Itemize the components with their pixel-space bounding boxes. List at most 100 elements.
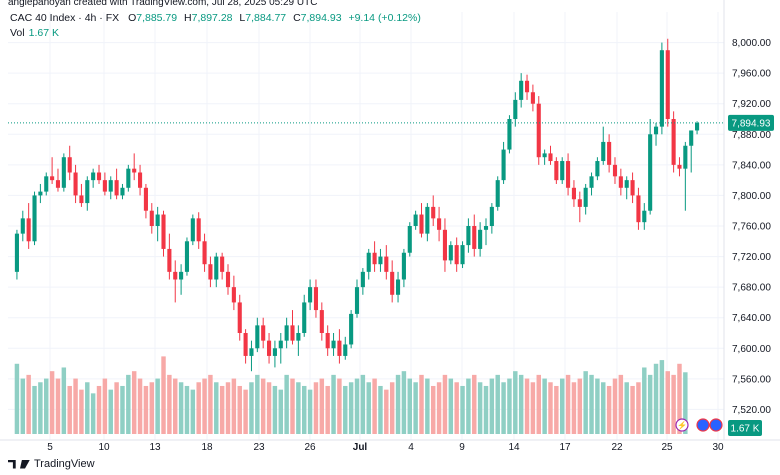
candle-body: [689, 130, 694, 146]
volume-bar: [67, 385, 72, 434]
x-tick-label: 23: [253, 442, 265, 453]
candle-body: [366, 252, 371, 272]
volume-bar: [44, 378, 49, 434]
volume-bar: [290, 378, 295, 434]
created-by-text: anglepanoyan created with TradingView.co…: [8, 0, 318, 8]
candle-body: [372, 252, 377, 265]
candle-body: [173, 271, 178, 280]
y-tick-label: 7,880.00: [732, 130, 771, 141]
candle-body: [653, 126, 659, 135]
close-value: 7,894.93: [300, 12, 342, 24]
candle-body: [542, 153, 547, 158]
volume-bar: [442, 374, 448, 434]
volume-bar: [61, 367, 67, 434]
candle-body: [196, 218, 201, 242]
volume-bar: [606, 385, 612, 434]
volume-bar: [343, 385, 348, 434]
y-tick-label: 7,720.00: [732, 252, 771, 263]
volume-bar: [296, 382, 301, 434]
candle-body: [220, 256, 225, 272]
candle-body: [237, 302, 242, 333]
candle-body: [659, 50, 664, 127]
candle-body: [419, 214, 424, 234]
volume-bar: [642, 367, 647, 434]
y-tick-label: 7,640.00: [732, 313, 771, 324]
candle-body: [85, 180, 90, 204]
candle-body: [560, 161, 565, 181]
high-label: H: [184, 12, 192, 24]
candle-body: [184, 241, 190, 272]
candle-body: [114, 180, 119, 196]
volume-bar: [460, 385, 465, 434]
volume-bar: [337, 378, 342, 434]
volume-bar: [73, 378, 78, 434]
candle-body: [50, 176, 55, 181]
candle-body: [14, 233, 19, 272]
volume-bar: [219, 385, 225, 434]
volume-legend: Vol 1.67 K: [10, 27, 59, 39]
candle-body: [601, 141, 606, 162]
volume-bar: [425, 378, 430, 434]
candle-body: [448, 245, 453, 261]
candle-body: [554, 161, 559, 181]
open-label: O: [128, 12, 137, 24]
candle-body: [384, 256, 389, 272]
candle-body: [636, 195, 641, 223]
candle-body: [143, 187, 148, 211]
candle-body: [460, 245, 465, 265]
y-tick-label: 7,920.00: [732, 99, 771, 110]
low-value: 7,884.77: [245, 12, 287, 24]
candle-body: [483, 226, 489, 230]
volume-bar: [55, 378, 61, 434]
volume-bar: [108, 389, 113, 434]
candle-body: [126, 168, 131, 188]
candle-body: [20, 218, 25, 234]
candle-body: [401, 252, 406, 280]
candle-body: [495, 180, 500, 207]
candle-body: [354, 287, 360, 314]
volume-bar: [354, 378, 360, 434]
candle-body: [442, 229, 448, 261]
tradingview-footer[interactable]: TradingView: [8, 458, 95, 470]
volume-bar: [489, 378, 495, 434]
volume-bar: [302, 385, 307, 434]
candle-body: [302, 302, 307, 333]
volume-bar: [413, 382, 418, 434]
candle-body: [290, 325, 295, 341]
volume-bar: [507, 378, 512, 434]
volume-bar: [173, 378, 178, 434]
volume-bar: [208, 374, 213, 434]
volume-bar: [90, 393, 96, 434]
volume-bar: [243, 389, 248, 434]
volume-bar: [530, 382, 536, 434]
volume-bar: [272, 385, 278, 434]
volume-bar: [630, 385, 635, 434]
x-tick-label: Jul: [353, 442, 368, 453]
volume-bar: [184, 385, 190, 434]
volume-bar: [38, 382, 43, 434]
open-value: 7,885.79: [136, 12, 178, 24]
volume-bar: [436, 382, 442, 434]
candle-body: [648, 134, 653, 211]
volume-bar: [266, 382, 272, 434]
candle-body: [308, 287, 313, 303]
earnings-event-icon: [696, 418, 710, 432]
volume-bar: [366, 382, 371, 434]
candle-body: [225, 271, 231, 288]
volume-bar: [137, 378, 143, 434]
candle-body: [665, 50, 670, 119]
volume-bar: [495, 374, 500, 434]
candle-body: [343, 344, 348, 356]
candle-body: [349, 313, 354, 345]
x-tick-label: 22: [611, 442, 623, 453]
volume-bar: [114, 382, 119, 434]
tradingview-logo-icon: [8, 459, 16, 469]
volume-label: Vol: [10, 27, 25, 39]
volume-bar: [143, 385, 149, 434]
volume-badge: [728, 420, 762, 436]
candle-body: [431, 206, 436, 219]
y-tick-label: 7,560.00: [732, 374, 771, 385]
candle-body: [360, 271, 365, 288]
